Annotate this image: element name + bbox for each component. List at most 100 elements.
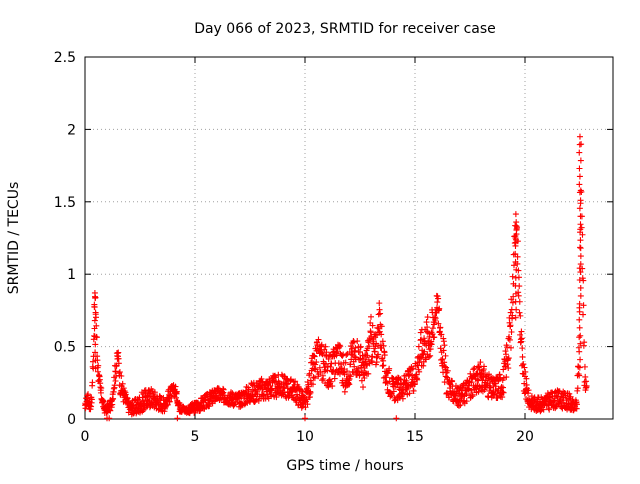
data-point xyxy=(577,340,584,347)
data-point xyxy=(580,311,587,318)
data-point xyxy=(125,409,132,416)
data-point xyxy=(88,396,95,403)
data-point xyxy=(468,387,475,394)
data-point xyxy=(576,334,583,341)
data-point xyxy=(517,312,524,319)
data-point xyxy=(580,302,587,309)
data-point xyxy=(504,344,511,351)
data-point xyxy=(512,290,519,297)
data-point xyxy=(444,367,451,374)
data-point xyxy=(267,386,274,393)
data-point xyxy=(537,407,544,414)
data-point xyxy=(437,345,444,352)
data-point xyxy=(403,377,410,384)
data-point xyxy=(424,324,431,331)
data-point xyxy=(325,356,332,363)
y-tick-label: 1.5 xyxy=(54,195,76,211)
data-point xyxy=(393,415,400,422)
data-point xyxy=(577,237,584,244)
data-point xyxy=(517,331,524,338)
data-point xyxy=(355,365,362,372)
data-point xyxy=(503,374,510,381)
data-point xyxy=(401,390,407,397)
data-point xyxy=(92,365,99,372)
data-point xyxy=(98,385,105,392)
data-point xyxy=(347,361,354,368)
data-point xyxy=(576,205,583,212)
data-point xyxy=(85,391,92,398)
data-point xyxy=(379,362,386,369)
data-point xyxy=(514,238,521,245)
data-point xyxy=(173,388,180,395)
data-point xyxy=(324,367,331,374)
data-point xyxy=(313,359,320,366)
data-point xyxy=(91,301,98,308)
data-point xyxy=(307,389,314,396)
data-point xyxy=(578,224,585,231)
grid xyxy=(85,57,613,419)
data-point xyxy=(311,353,318,360)
data-point xyxy=(290,379,297,386)
y-tick-label: 0.5 xyxy=(54,340,76,356)
data-point xyxy=(491,391,498,398)
data-point xyxy=(347,373,354,380)
data-point xyxy=(485,371,492,378)
data-point xyxy=(402,386,409,393)
data-point xyxy=(503,351,510,358)
data-point xyxy=(429,325,436,332)
data-point xyxy=(258,375,265,382)
data-point xyxy=(399,395,406,402)
data-point xyxy=(576,316,583,323)
data-point xyxy=(115,360,122,367)
data-point xyxy=(576,324,583,331)
data-point xyxy=(347,343,354,350)
data-point xyxy=(324,363,331,370)
data-point xyxy=(287,376,294,383)
data-point xyxy=(329,383,336,390)
data-point xyxy=(511,240,518,247)
data-point xyxy=(439,356,446,363)
data-point xyxy=(477,359,484,366)
data-point xyxy=(576,300,583,307)
data-point xyxy=(507,344,514,351)
data-point xyxy=(577,269,584,276)
data-point xyxy=(576,165,583,172)
data-point xyxy=(404,385,411,392)
data-point xyxy=(120,385,127,392)
data-point xyxy=(421,348,428,355)
data-point xyxy=(512,274,519,281)
data-point xyxy=(512,250,519,257)
data-point xyxy=(512,258,519,265)
data-point xyxy=(440,347,447,354)
data-point xyxy=(522,386,529,393)
data-point xyxy=(456,402,462,409)
data-point xyxy=(363,362,370,369)
data-point xyxy=(392,383,399,390)
y-tick-label: 0 xyxy=(67,412,76,428)
data-point xyxy=(513,306,520,313)
data-point xyxy=(364,352,371,359)
data-point xyxy=(292,387,299,394)
data-point xyxy=(110,395,117,402)
data-point xyxy=(91,333,98,340)
data-point xyxy=(273,394,280,401)
data-point xyxy=(371,348,378,355)
data-point xyxy=(339,377,346,384)
data-point xyxy=(435,320,442,327)
data-point xyxy=(390,388,397,395)
data-point xyxy=(576,149,583,156)
data-point xyxy=(423,356,429,363)
data-point xyxy=(375,311,382,318)
data-point xyxy=(302,415,308,422)
data-point xyxy=(577,292,584,299)
data-point xyxy=(576,173,583,180)
x-tick-label: 20 xyxy=(516,429,534,445)
data-point xyxy=(418,336,425,343)
data-point xyxy=(505,355,512,362)
data-point xyxy=(518,335,525,342)
data-point xyxy=(576,189,583,196)
data-point xyxy=(337,343,344,350)
data-point xyxy=(509,312,516,319)
data-point xyxy=(306,370,313,377)
data-point xyxy=(574,385,581,392)
